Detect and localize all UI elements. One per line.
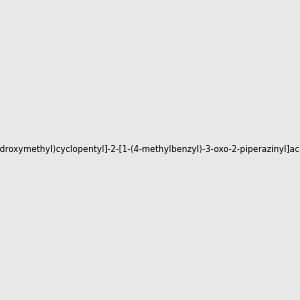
Text: N-[1-(hydroxymethyl)cyclopentyl]-2-[1-(4-methylbenzyl)-3-oxo-2-piperazinyl]aceta: N-[1-(hydroxymethyl)cyclopentyl]-2-[1-(4…	[0, 146, 300, 154]
